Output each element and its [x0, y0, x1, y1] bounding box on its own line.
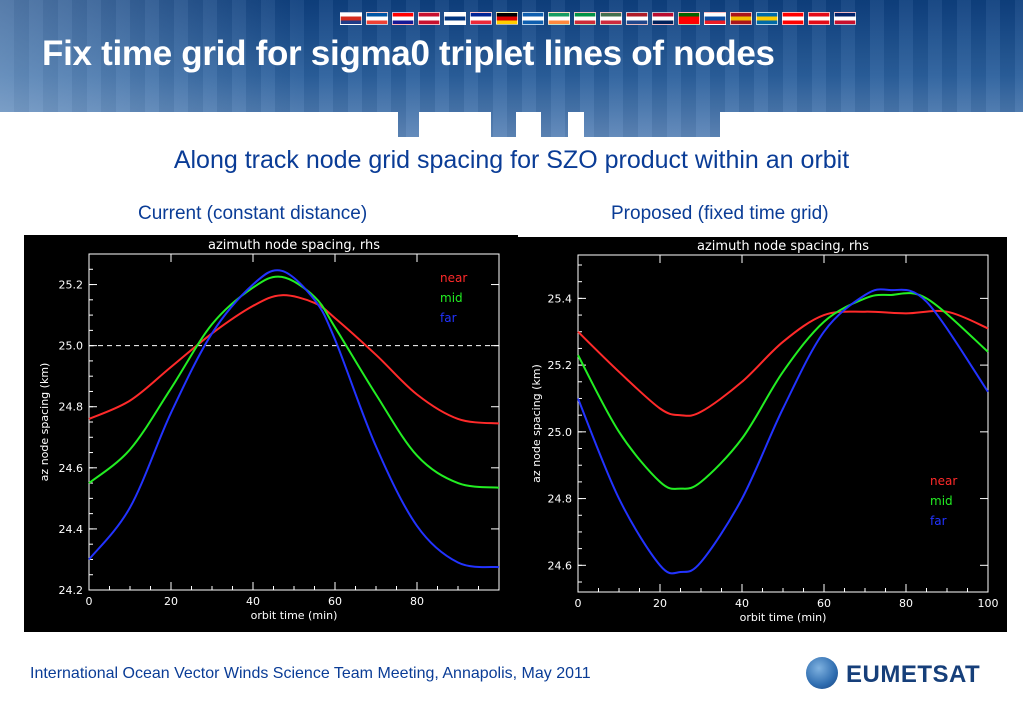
caption-current: Current (constant distance)	[138, 203, 368, 224]
chart-proposed-svg: azimuth node spacing, rhs 0 20 40 60 80 100 24.…	[530, 239, 999, 624]
y-tick-label: 24.8	[59, 401, 84, 414]
y-tick-label: 25.2	[548, 359, 573, 372]
flag-icon	[392, 12, 414, 25]
chart-current: azimuth node spacing, rhs 0 20 40 60 80 24.2 24…	[24, 235, 518, 632]
y-tick-label: 25.2	[59, 279, 84, 292]
eumetsat-logo-text: EUMETSAT	[846, 661, 981, 688]
slide-title: Fix time grid for sigma0 triplet lines o…	[42, 34, 775, 73]
plot-frame	[577, 254, 989, 593]
x-tick-label: 0	[86, 595, 93, 608]
chart-title: azimuth node spacing, rhs	[208, 238, 380, 253]
flag-icon	[574, 12, 596, 25]
x-tick-label: 100	[978, 597, 999, 610]
x-tick-label: 40	[735, 597, 749, 610]
legend-entry-far: far	[440, 311, 457, 325]
x-tick-label: 60	[328, 595, 342, 608]
chart-proposed: azimuth node spacing, rhs 0 20 40 60 80 100 24.…	[518, 237, 1007, 632]
flag-icon	[418, 12, 440, 25]
flag-icon	[704, 12, 726, 25]
y-tick-label: 24.6	[548, 559, 573, 572]
flag-icon	[366, 12, 388, 25]
flag-icon	[626, 12, 648, 25]
header-white-block-mid2	[516, 112, 541, 137]
header-white-block-mid1	[419, 112, 491, 137]
x-tick-label: 80	[899, 597, 913, 610]
eumetsat-logo: EUMETSAT	[806, 655, 986, 695]
y-tick-label: 24.8	[548, 493, 573, 506]
flag-icon	[782, 12, 804, 25]
x-tick-label: 20	[164, 595, 178, 608]
caption-proposed: Proposed (fixed time grid)	[611, 203, 829, 224]
y-tick-label: 25.0	[59, 340, 84, 353]
header-white-block-right	[720, 112, 1023, 137]
slide-subtitle: Along track node grid spacing for SZO pr…	[173, 146, 850, 174]
legend-entry-mid: mid	[440, 291, 463, 305]
flag-icon	[548, 12, 570, 25]
legend-entry-near: near	[440, 271, 467, 285]
flags-row	[340, 12, 856, 26]
y-axis-label: az node spacing (km)	[530, 364, 543, 483]
flag-icon	[808, 12, 830, 25]
flag-icon	[600, 12, 622, 25]
y-tick-label: 25.4	[548, 292, 573, 305]
flag-icon	[522, 12, 544, 25]
flag-icon	[470, 12, 492, 25]
y-tick-label: 24.6	[59, 462, 84, 475]
chart-current-svg: azimuth node spacing, rhs 0 20 40 60 80 24.2 24…	[38, 238, 500, 622]
series-line-far	[88, 269, 500, 569]
flag-icon	[678, 12, 700, 25]
flag-icon	[730, 12, 752, 25]
x-axis-label: orbit time (min)	[740, 611, 827, 624]
series-line-near	[577, 309, 989, 417]
header-white-block-mid3	[568, 112, 584, 137]
legend-entry-mid: mid	[930, 494, 953, 508]
y-tick-label: 24.2	[59, 584, 84, 597]
footer-text: International Ocean Vector Winds Science…	[30, 665, 591, 682]
x-tick-label: 40	[246, 595, 260, 608]
x-tick-label: 0	[575, 597, 582, 610]
x-tick-label: 80	[410, 595, 424, 608]
legend-entry-near: near	[930, 474, 957, 488]
series-line-far	[577, 288, 989, 575]
x-tick-label: 60	[817, 597, 831, 610]
flag-icon	[652, 12, 674, 25]
flag-icon	[340, 12, 362, 25]
y-tick-label: 25.0	[548, 426, 573, 439]
series-line-mid	[88, 275, 500, 489]
chart-title: azimuth node spacing, rhs	[697, 239, 869, 254]
flag-icon	[834, 12, 856, 25]
legend-entry-far: far	[930, 514, 947, 528]
header-banner: Fix time grid for sigma0 triplet lines o…	[0, 0, 1023, 137]
x-axis-label: orbit time (min)	[251, 609, 338, 622]
flag-icon	[496, 12, 518, 25]
series-line-near	[88, 294, 500, 425]
header-white-block-left	[0, 112, 398, 137]
series-line-mid	[577, 292, 989, 490]
eumetsat-globe-icon	[806, 657, 838, 689]
y-tick-label: 24.4	[59, 523, 84, 536]
y-axis-label: az node spacing (km)	[38, 363, 51, 482]
flag-icon	[756, 12, 778, 25]
x-tick-label: 20	[653, 597, 667, 610]
flag-icon	[444, 12, 466, 25]
